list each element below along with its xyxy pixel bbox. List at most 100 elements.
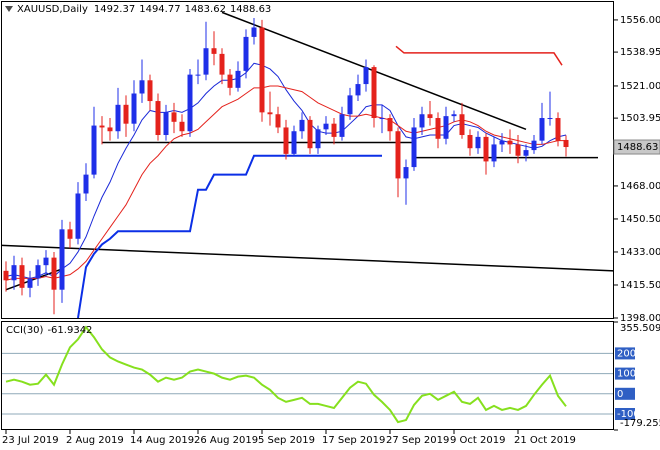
candle-body [115, 104, 121, 132]
candle-body [227, 74, 233, 88]
candle-body [347, 95, 353, 115]
candle-body [555, 118, 561, 141]
candle-body [427, 114, 433, 119]
candle-body [539, 118, 545, 141]
candle-body [315, 129, 321, 149]
candle-body [139, 80, 145, 94]
cci-line [5, 325, 567, 424]
candle-body [467, 135, 473, 149]
candle-body [363, 67, 369, 85]
candle-body [475, 136, 481, 149]
candle-body [355, 84, 361, 96]
candle-body [163, 112, 169, 136]
y-tick-label: 1433.00 [620, 247, 660, 258]
candle-body [371, 67, 377, 119]
main-panel [1, 1, 614, 319]
candle-body [331, 123, 337, 137]
candle-body [507, 140, 513, 145]
high-value: 1494.77 [139, 4, 180, 15]
indicator-line [77, 154, 382, 319]
candle-body [379, 118, 385, 120]
cci-title: CCI(30) [6, 325, 44, 336]
x-tick-label: 21 Oct 2019 [514, 435, 576, 446]
candle-body [443, 116, 449, 139]
candle-body [155, 101, 161, 136]
candle-body [387, 118, 393, 132]
symbol-title: XAUUSD,Daily [17, 4, 88, 15]
y-tick-label: 1398.00 [620, 313, 660, 324]
candle-body [419, 114, 425, 128]
candle-body [403, 167, 409, 179]
candle-body [19, 265, 25, 288]
candle-body [499, 140, 505, 145]
candle-body [195, 74, 201, 76]
level-label: 100 [617, 369, 636, 380]
x-tick-label: 26 Aug 2019 [194, 435, 258, 446]
candle-body [187, 74, 193, 132]
candle-body [547, 118, 553, 120]
candle-body [563, 139, 569, 148]
candle-body [299, 119, 305, 132]
x-tick-label: 5 Sep 2019 [258, 435, 315, 446]
candle-body [27, 278, 33, 288]
candle-body [107, 127, 113, 132]
x-tick-label: 2 Aug 2019 [66, 435, 124, 446]
candle-body [451, 114, 457, 117]
candle-body [411, 127, 417, 168]
candle-body [267, 112, 273, 115]
candle-body [275, 114, 281, 128]
x-tick-label: 17 Sep 2019 [322, 435, 385, 446]
candle-body [235, 70, 241, 88]
y-tick-label: 355.5093 [620, 323, 660, 334]
candle-body [131, 93, 137, 124]
indicator-line [5, 62, 567, 279]
level-box [615, 367, 635, 380]
x-tick-label: 27 Sep 2019 [386, 435, 449, 446]
candle-body [99, 125, 105, 128]
candle-body [3, 270, 9, 281]
open-value: 1492.37 [94, 4, 135, 15]
cci-panel [1, 321, 614, 430]
y-tick-label: 1468.00 [620, 181, 660, 192]
current-price-label: 1488.63 [617, 142, 658, 153]
x-tick-label: 23 Jul 2019 [2, 435, 59, 446]
candle-body [75, 193, 81, 239]
y-tick-label: 1538.95 [620, 47, 660, 58]
cci-value: -61.9342 [47, 325, 92, 336]
candle-body [259, 27, 265, 113]
level-box [615, 347, 635, 360]
candle-body [435, 118, 441, 139]
candle-body [83, 174, 89, 194]
plot: 1556.00 1538.95 1521.00 1503.95 1468.00 1450.… [1, 11, 660, 446]
x-tick-label: 14 Aug 2019 [130, 435, 194, 446]
candle-body [147, 80, 153, 102]
candle-body [43, 257, 49, 266]
level-box [615, 407, 635, 420]
price-box [613, 139, 660, 155]
header: XAUUSD,Daily 1492.37 1494.77 1483.62 1488.63 [17, 4, 271, 15]
trendline [395, 45, 563, 66]
candle-body [491, 144, 497, 162]
candle-body [171, 112, 177, 122]
low-value: 1483.62 [185, 4, 226, 15]
candle-body [59, 229, 65, 290]
header-icon [5, 6, 13, 12]
trendline [1, 244, 615, 272]
candle-body [243, 36, 249, 71]
y-tick-label: 1503.95 [620, 113, 660, 124]
candle-body [283, 127, 289, 154]
candle-body [307, 119, 313, 149]
candle-body [515, 144, 521, 156]
candle-body [67, 229, 73, 239]
candle-body [291, 131, 297, 154]
candle-body [219, 53, 225, 75]
candle-body [251, 27, 257, 37]
candle-body [459, 114, 465, 136]
level-label: 0 [617, 389, 623, 400]
level-label: 200 [617, 348, 636, 359]
candle-body [339, 114, 345, 137]
close-value: 1488.63 [230, 4, 271, 15]
candle-body [51, 257, 57, 290]
